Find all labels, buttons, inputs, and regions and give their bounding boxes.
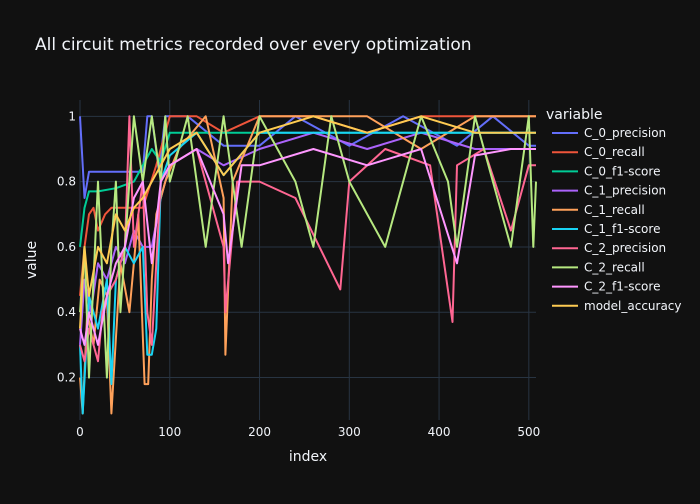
y-axis-label: value	[24, 241, 40, 279]
chart-title: All circuit metrics recorded over every …	[35, 35, 472, 55]
legend: variable C_0_precision C_0_recall C_0_f1-s…	[546, 107, 682, 313]
series-group	[79, 115, 537, 415]
series-line-C_2_f1-score	[79, 148, 536, 346]
legend-item-label: C_0_recall	[584, 145, 645, 159]
x-tick-label: 100	[158, 425, 181, 439]
legend-item-label: C_0_f1-score	[584, 164, 660, 178]
x-tick-label: 200	[248, 425, 271, 439]
x-tick-label: 500	[517, 425, 540, 439]
x-tick-label: 400	[428, 425, 451, 439]
legend-item-label: C_1_recall	[584, 203, 645, 217]
series-line-C_1_f1-score	[79, 131, 536, 415]
y-tick-label: 0.2	[57, 371, 76, 385]
legend-item-label: C_2_f1-score	[584, 280, 660, 294]
legend-item-label: C_0_precision	[584, 126, 666, 140]
x-axis-label: index	[289, 449, 327, 465]
y-tick-label: 0.4	[57, 305, 76, 319]
y-tick-label: 0.8	[57, 175, 76, 189]
series-line-model_accuracy	[79, 115, 536, 329]
legend-item-label: model_accuracy	[584, 299, 682, 313]
legend-item-label: C_1_precision	[584, 184, 666, 198]
x-tick-label: 300	[338, 425, 361, 439]
axes: 0 100 200 300 400 500 0.2 0.4 0.6 0.8 1	[57, 109, 540, 439]
series-line-C_2_recall	[79, 115, 537, 379]
x-tick-label: 0	[76, 425, 84, 439]
y-tick-label: 1	[68, 109, 76, 123]
legend-item-label: C_2_recall	[584, 260, 645, 274]
legend-title: variable	[546, 107, 602, 123]
y-tick-label: 0.6	[57, 240, 76, 254]
legend-item-label: C_1_f1-score	[584, 222, 660, 236]
legend-item-label: C_2_precision	[584, 241, 666, 255]
